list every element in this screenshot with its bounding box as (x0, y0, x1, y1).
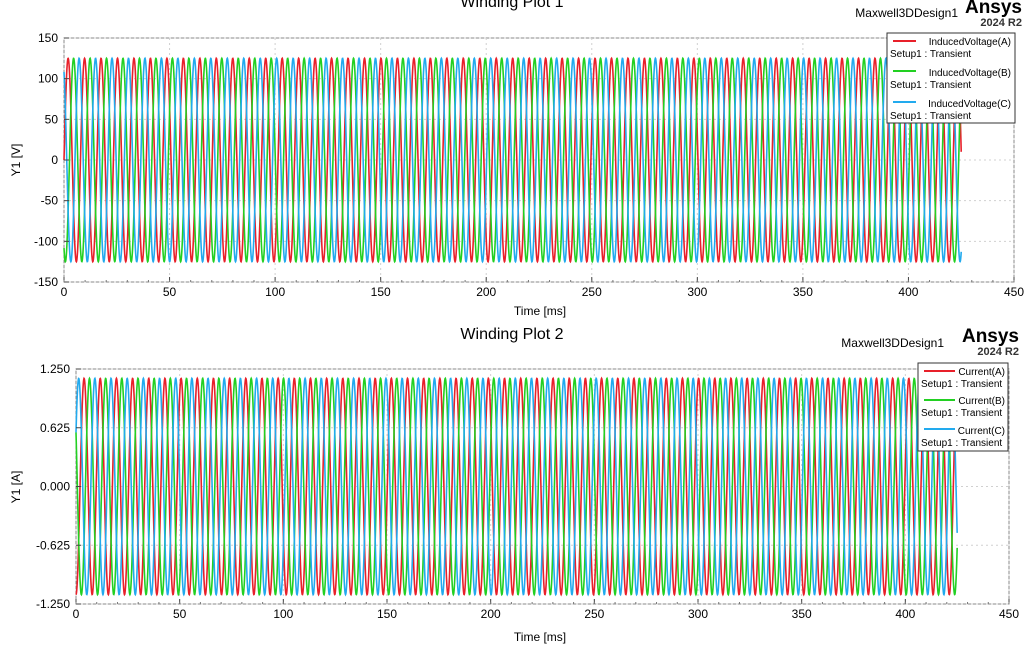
plot-1-legend[interactable]: InducedVoltage(A) Setup1 : Transient Ind… (886, 32, 1016, 124)
legend-label-a: InducedVoltage(A) (929, 37, 1011, 48)
plot-1-series (63, 56, 963, 264)
legend-label-current-c: Current(C) (958, 426, 1005, 437)
plot-1-x-ticks: 0 50 100 150 200 250 300 350 400 450 (61, 277, 1024, 299)
plot-1-x-tick-label: 300 (687, 285, 707, 299)
legend-item-current-b[interactable]: Current(B) Setup1 : Transient (921, 396, 1005, 419)
plot-2-x-tick-label: 50 (173, 607, 187, 621)
legend-setup-a: Setup1 : Transient (890, 49, 971, 60)
plot-1-x-tick-label: 150 (371, 285, 391, 299)
plot-2-y-tick-label: 1.250 (40, 362, 70, 376)
legend-item-induced-voltage-a[interactable]: InducedVoltage(A) Setup1 : Transient (890, 37, 1011, 60)
plot-1-y-tick-label: -150 (34, 275, 58, 289)
plot-1-y-axis-label: Y1 [V] (9, 144, 23, 177)
plot-2-x-tick-label: 200 (481, 607, 501, 621)
plot-1-title: Winding Plot 1 (460, 0, 563, 11)
plot-1-y-tick-label: 150 (38, 31, 58, 45)
legend-label-current-b: Current(B) (958, 396, 1005, 407)
plot-2-x-tick-label: 250 (584, 607, 604, 621)
plot-1-design-name: Maxwell3DDesign1 (855, 6, 958, 20)
plot-2-brand-logo: Ansys (962, 326, 1019, 347)
plot-1-x-tick-label: 50 (163, 285, 177, 299)
plot-2-x-tick-label: 450 (999, 607, 1019, 621)
legend-label-current-a: Current(A) (958, 367, 1005, 378)
plot-2-x-tick-label: 150 (377, 607, 397, 621)
plot-1-x-tick-label: 400 (898, 285, 918, 299)
plot-1-brand-logo: Ansys (965, 0, 1022, 18)
plot-2-x-ticks: 0 50 100 150 200 250 300 350 400 450 (73, 599, 1019, 621)
winding-plot-2: Winding Plot 2 Maxwell3DDesign1 Ansys 20… (9, 326, 1019, 644)
plot-2-x-tick-label: 0 (73, 607, 80, 621)
winding-plot-1: Winding Plot 1 Maxwell3DDesign1 Ansys 20… (9, 0, 1024, 318)
plot-1-x-axis-label: Time [ms] (514, 304, 566, 318)
plot-1-y-ticks: 150 100 50 0 -50 -100 -150 (34, 31, 69, 289)
legend-setup-b: Setup1 : Transient (890, 80, 971, 91)
plot-2-version: 2024 R2 (977, 346, 1019, 358)
plot-1-x-tick-label: 200 (476, 285, 496, 299)
plot-2-y-tick-label: 0.000 (40, 480, 70, 494)
legend-item-induced-voltage-c[interactable]: InducedVoltage(C) Setup1 : Transient (890, 99, 1011, 122)
series-line-current-c (75, 376, 958, 597)
plot-2-x-axis-label: Time [ms] (514, 630, 566, 644)
legend-item-current-a[interactable]: Current(A) Setup1 : Transient (921, 367, 1005, 390)
plot-2-legend[interactable]: Current(A) Setup1 : Transient Current(B)… (917, 362, 1009, 452)
legend-item-current-c[interactable]: Current(C) Setup1 : Transient (921, 426, 1005, 449)
plot-1-x-tick-label: 350 (793, 285, 813, 299)
plot-1-legend-box (886, 32, 1016, 124)
plot-2-design-name: Maxwell3DDesign1 (841, 336, 944, 350)
series-line-current-a (75, 376, 958, 597)
legend-setup-current-a: Setup1 : Transient (921, 379, 1002, 390)
legend-label-b: InducedVoltage(B) (929, 68, 1011, 79)
plot-1-version: 2024 R2 (980, 17, 1022, 29)
plot-2-y-tick-label: -0.625 (36, 538, 70, 552)
plot-1-x-tick-label: 100 (265, 285, 285, 299)
plot-2-x-tick-label: 300 (688, 607, 708, 621)
plot-2-y-ticks: 1.250 0.625 0.000 -0.625 -1.250 (36, 362, 81, 611)
plot-2-legend-box (917, 362, 1009, 452)
plot-2-x-tick-label: 100 (273, 607, 293, 621)
legend-setup-current-b: Setup1 : Transient (921, 408, 1002, 419)
plot-2-x-tick-label: 350 (792, 607, 812, 621)
plot-2-y-tick-label: 0.625 (40, 421, 70, 435)
series-line-current-b (75, 376, 958, 597)
plot-1-y-tick-label: -100 (34, 234, 58, 248)
plot-1-y-tick-label: 50 (45, 112, 59, 126)
legend-label-c: InducedVoltage(C) (928, 99, 1011, 110)
plot-1-y-tick-label: -50 (41, 194, 59, 208)
legend-item-induced-voltage-b[interactable]: InducedVoltage(B) Setup1 : Transient (890, 68, 1011, 91)
plot-2-title: Winding Plot 2 (460, 326, 563, 343)
plot-2-y-axis-label: Y1 [A] (9, 471, 23, 504)
plot-1-y-tick-label: 0 (51, 153, 58, 167)
plot-1-y-tick-label: 100 (38, 72, 58, 86)
legend-setup-c: Setup1 : Transient (890, 111, 971, 122)
series-line-inducedvoltage-c (63, 56, 963, 264)
plot-2-y-tick-label: -1.250 (36, 597, 70, 611)
plot-1-x-tick-label: 250 (582, 285, 602, 299)
plot-2-series (75, 376, 958, 597)
legend-setup-current-c: Setup1 : Transient (921, 438, 1002, 449)
plot-1-x-tick-label: 0 (61, 285, 68, 299)
plot-1-x-tick-label: 450 (1004, 285, 1024, 299)
plot-2-x-tick-label: 400 (895, 607, 915, 621)
